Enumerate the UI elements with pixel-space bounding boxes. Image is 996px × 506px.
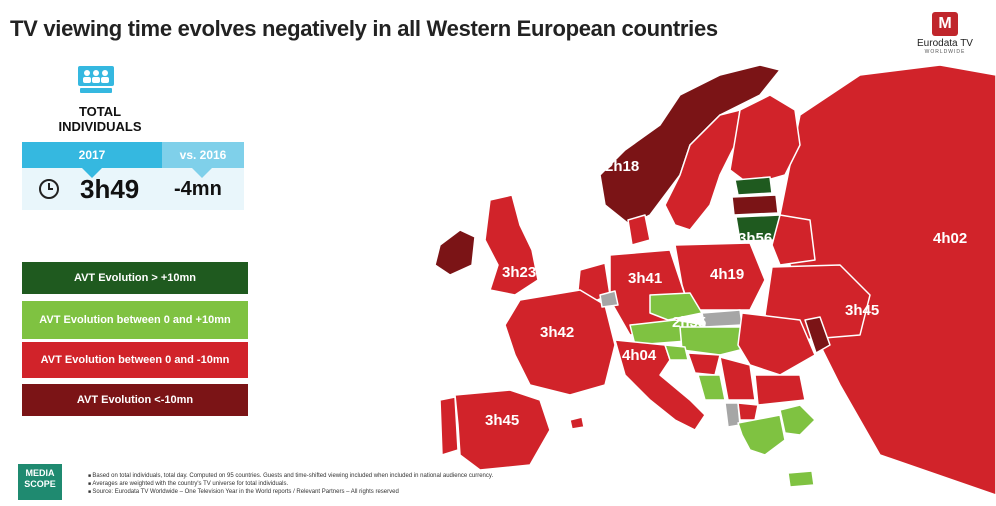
footnote-3: Source: Eurodata TV Worldwide – One Tele… (88, 488, 493, 496)
value-label-poland: 4h19 (710, 266, 744, 283)
ireland-shape (434, 229, 476, 276)
legend-item-above-10: AVT Evolution > +10mn (22, 262, 248, 294)
belarus-shape (771, 214, 816, 266)
europe-map: 2h18 3h56 4h02 3h23 3h41 4h19 3h42 2h55 … (434, 64, 996, 495)
footnotes: Based on total individuals, total day. C… (88, 472, 493, 496)
audience-icon (78, 66, 114, 93)
legend-item-below-minus-10: AVT Evolution <-10mn (22, 384, 248, 416)
value-label-germany: 3h41 (628, 270, 662, 287)
kpi-year-header: 2017 (22, 142, 162, 168)
baleares-shape (569, 416, 585, 430)
finland-shape (729, 94, 801, 186)
value-label-russia: 4h02 (933, 230, 967, 247)
footer-logo-line2: SCOPE (24, 479, 56, 489)
bulgaria-shape (754, 374, 806, 406)
slovakia-shape (701, 309, 743, 328)
spain-shape (454, 389, 551, 471)
footnote-1: Based on total individuals, total day. C… (88, 472, 493, 480)
czech-shape (649, 292, 703, 321)
logo-mark: M (932, 12, 958, 36)
uk-shape (484, 194, 539, 296)
year-pointer (82, 168, 102, 178)
moldova-shape (804, 316, 831, 354)
cyprus-shape (787, 470, 815, 488)
compare-pointer (192, 168, 212, 178)
russia-shape (779, 64, 996, 495)
macedonia-shape (737, 402, 759, 421)
kpi-label-line2: INDIVIDUALS (58, 119, 142, 134)
value-label-norway: 2h18 (605, 158, 639, 175)
denmark-shape (627, 214, 651, 246)
value-label-italy: 4h04 (622, 347, 657, 364)
switzerland-shape (599, 290, 619, 308)
bosnia-shape (697, 374, 726, 401)
sweden-shape (664, 109, 741, 231)
serbia-shape (719, 356, 756, 401)
kpi-label-line1: TOTAL (78, 104, 122, 119)
value-label-lithuania: 3h56 (738, 230, 772, 247)
kpi-delta: -4mn (174, 178, 222, 200)
logo-tagline: WORLDWIDE (924, 49, 966, 55)
portugal-shape (439, 396, 459, 456)
estonia-shape (734, 176, 773, 196)
kpi-compare-header: vs. 2016 (162, 142, 244, 168)
value-label-spain: 3h45 (485, 412, 519, 429)
value-label-hungary: 2h55 (672, 314, 706, 331)
value-label-france: 3h42 (540, 324, 574, 341)
logo-name: Eurodata TV (917, 38, 973, 49)
eurodata-logo: M Eurodata TV WORLDWIDE (910, 12, 980, 55)
kpi-box: 3h49 -4mn 2017 vs. 2016 (22, 142, 244, 210)
legend-item-0-to-minus-10: AVT Evolution between 0 and -10mn (22, 342, 248, 378)
legend-item-0-to-plus-10: AVT Evolution between 0 and +10mn (22, 301, 248, 339)
mediascope-logo: MEDIA SCOPE (18, 464, 62, 500)
poland-shape (674, 242, 766, 311)
clock-icon (39, 179, 59, 199)
greece-shape (737, 414, 786, 456)
page-title: TV viewing time evolves negatively in al… (10, 16, 718, 41)
slovenia-shape (664, 344, 689, 361)
france-shape (504, 289, 616, 396)
turkey-shape (779, 404, 816, 436)
kpi-value: 3h49 (80, 174, 140, 204)
footnote-2: Averages are weighted with the country's… (88, 480, 493, 488)
kpi-header: 2017 vs. 2016 (22, 142, 244, 168)
value-label-uk: 3h23 (502, 264, 536, 281)
latvia-shape (731, 194, 779, 216)
footer-logo-line1: MEDIA (25, 468, 55, 478)
value-label-romania: 3h45 (845, 302, 879, 319)
kpi-label: TOTAL INDIVIDUALS (30, 104, 170, 134)
croatia-shape (687, 352, 721, 376)
